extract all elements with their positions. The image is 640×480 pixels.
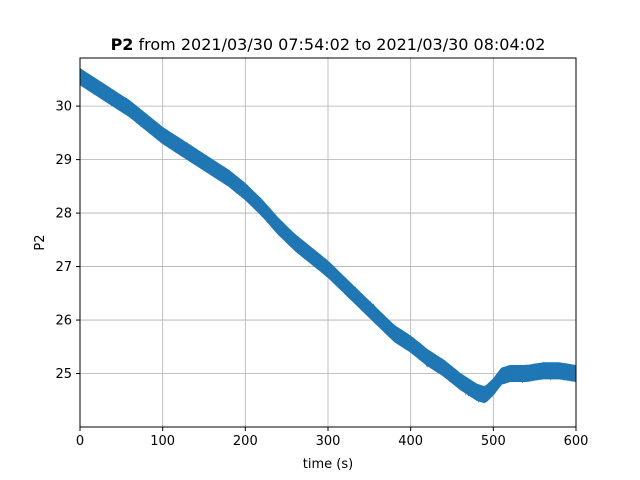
chart-title: P2 from 2021/03/30 07:54:02 to 2021/03/3… xyxy=(111,35,546,54)
x-tick-label: 400 xyxy=(398,434,423,449)
chart-title-rest: from 2021/03/30 07:54:02 to 2021/03/30 0… xyxy=(133,35,545,54)
y-axis-label: P2 xyxy=(33,234,48,250)
y-tick-label: 26 xyxy=(55,314,72,329)
x-tick-label: 500 xyxy=(481,434,506,449)
x-axis-label: time (s) xyxy=(303,457,353,472)
y-tick-label: 27 xyxy=(55,260,72,275)
x-tick-label: 0 xyxy=(76,434,84,449)
x-tick-label: 200 xyxy=(233,434,258,449)
grid-lines xyxy=(79,58,577,427)
y-tick-label: 29 xyxy=(55,153,72,168)
x-tick-label: 300 xyxy=(316,434,341,449)
axis-ticks: 0 100 200 300 400 500 600 25 26 27 28 29 30 xyxy=(55,100,588,449)
chart-title-bold: P2 xyxy=(111,35,134,54)
series-line xyxy=(80,68,576,403)
y-tick-label: 28 xyxy=(55,207,72,222)
x-tick-label: 100 xyxy=(150,434,175,449)
series-layer xyxy=(80,68,576,404)
x-tick-label: 600 xyxy=(564,434,589,449)
y-tick-label: 25 xyxy=(55,367,72,382)
y-tick-label: 30 xyxy=(55,100,72,115)
